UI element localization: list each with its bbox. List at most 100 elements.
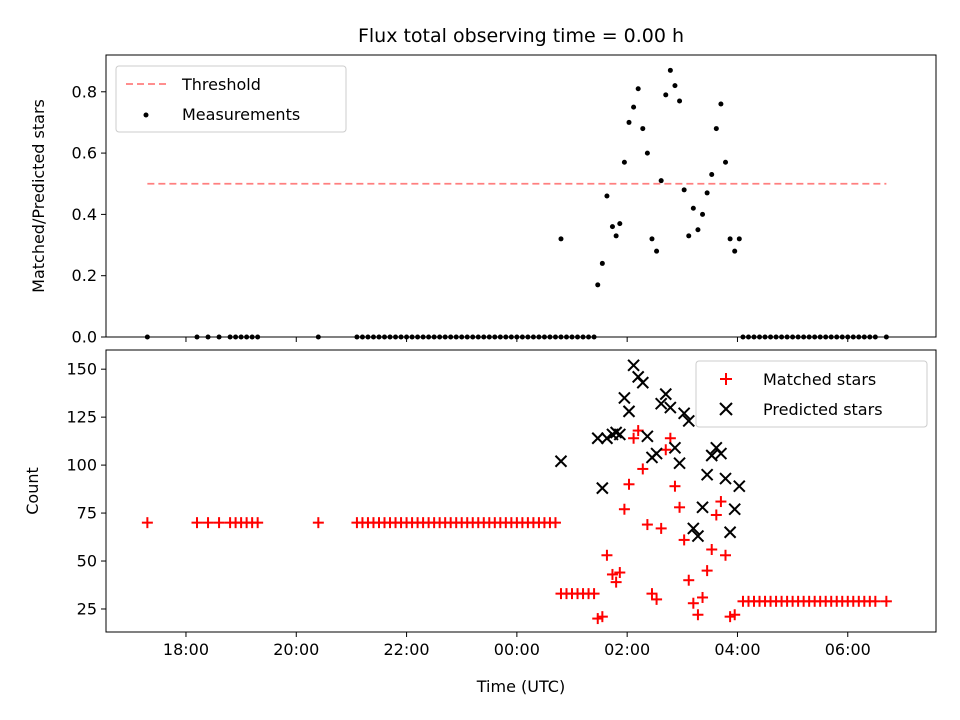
count-x-ticks: 18:00 20:00 22:00 00:00 02:00 04:00 06:00 bbox=[163, 632, 871, 659]
measurement-point bbox=[663, 92, 669, 98]
y-tick-label: 0.8 bbox=[72, 82, 97, 101]
matched-star-marker bbox=[660, 444, 672, 456]
ratio-y-axis-label: Matched/Predicted stars bbox=[29, 99, 48, 293]
count-plot-frame bbox=[105, 349, 937, 633]
measurement-point bbox=[626, 119, 632, 125]
predicted-star-marker bbox=[705, 449, 718, 462]
count-y-ticks: 25 50 75 100 125 150 bbox=[66, 360, 106, 618]
predicted-star-marker bbox=[596, 481, 609, 495]
matched-star-marker bbox=[588, 588, 600, 600]
measurement-point bbox=[727, 236, 733, 242]
predicted-star-marker bbox=[696, 501, 709, 514]
threshold-legend-label: Threshold bbox=[181, 75, 261, 94]
predicted-star-marker bbox=[659, 387, 672, 401]
ratio-plot-frame bbox=[105, 54, 937, 338]
predicted-star-marker bbox=[664, 401, 677, 414]
measurement-point bbox=[649, 236, 655, 242]
count-y-axis-label: Count bbox=[23, 467, 42, 515]
count-legend-box bbox=[695, 360, 928, 428]
matched-star-marker bbox=[641, 519, 653, 531]
measurement-point bbox=[704, 190, 710, 196]
measurement-point bbox=[686, 233, 692, 239]
matched-star-marker bbox=[683, 574, 695, 586]
x-tick-label: 00:00 bbox=[494, 640, 540, 659]
ratio-y-ticks: 0.0 0.2 0.4 0.6 0.8 bbox=[72, 82, 106, 347]
matched-legend-label: Matched stars bbox=[763, 370, 876, 389]
matched-star-marker bbox=[623, 478, 635, 490]
y-tick-label: 0.2 bbox=[72, 266, 97, 285]
y-tick-label: 100 bbox=[66, 456, 97, 475]
measurement-point bbox=[677, 98, 683, 104]
predicted-star-marker bbox=[673, 456, 686, 470]
measurement-point bbox=[604, 193, 610, 199]
predicted-star-marker bbox=[714, 447, 728, 460]
measurement-point bbox=[732, 248, 738, 254]
matched-star-marker bbox=[697, 591, 709, 603]
predicted-star-marker bbox=[613, 428, 627, 441]
predicted-star-marker bbox=[677, 407, 691, 420]
count-panel: 25 50 75 100 125 150 18:00 20:00 22:00 00:00 02:0… bbox=[23, 349, 937, 696]
y-tick-label: 50 bbox=[77, 552, 97, 571]
x-axis-label: Time (UTC) bbox=[476, 677, 565, 696]
matched-star-marker bbox=[312, 517, 324, 529]
matched-star-marker bbox=[614, 567, 626, 579]
predicted-star-marker bbox=[687, 522, 700, 535]
measurement-point bbox=[723, 159, 729, 165]
predicted-star-marker bbox=[668, 441, 682, 455]
matched-star-marker bbox=[632, 425, 644, 437]
matched-star-marker bbox=[618, 503, 630, 515]
matched-star-marker bbox=[710, 509, 722, 521]
predicted-star-marker bbox=[728, 503, 741, 516]
predicted-star-marker bbox=[723, 526, 737, 539]
measurement-point bbox=[658, 178, 664, 184]
matched-star-marker bbox=[601, 549, 613, 561]
matched-star-marker bbox=[869, 595, 881, 607]
y-tick-label: 75 bbox=[77, 504, 97, 523]
measurement-point bbox=[595, 282, 601, 288]
matched-star-marker bbox=[252, 517, 264, 529]
matched-star-marker bbox=[701, 565, 713, 577]
matched-star-marker bbox=[549, 517, 561, 529]
measurement-point bbox=[617, 221, 623, 227]
measurement-point bbox=[640, 126, 646, 132]
measurement-point bbox=[713, 126, 719, 132]
matched-star-marker bbox=[651, 593, 663, 605]
x-tick-label: 04:00 bbox=[714, 640, 760, 659]
measurement-point bbox=[690, 205, 696, 211]
matched-star-marker bbox=[646, 588, 658, 600]
matched-star-marker bbox=[720, 549, 732, 561]
y-tick-label: 0.4 bbox=[72, 205, 97, 224]
measurement-point bbox=[681, 187, 687, 193]
x-tick-label: 06:00 bbox=[825, 640, 871, 659]
measurement-point bbox=[718, 101, 724, 107]
matched-star-marker bbox=[655, 522, 667, 534]
matched-stars-points bbox=[141, 425, 892, 625]
x-tick-label: 18:00 bbox=[163, 640, 209, 659]
measurement-point bbox=[654, 248, 660, 254]
y-tick-label: 0.0 bbox=[72, 328, 97, 347]
y-tick-label: 25 bbox=[77, 599, 97, 618]
predicted-star-marker bbox=[600, 432, 614, 445]
count-legend: Matched stars Predicted stars bbox=[695, 360, 928, 428]
x-tick-label: 20:00 bbox=[273, 640, 319, 659]
predicted-star-marker bbox=[554, 455, 568, 468]
y-tick-label: 0.6 bbox=[72, 144, 97, 163]
ratio-panel: 0.00.20.40.60.8 Matched/Predicted stars … bbox=[29, 54, 937, 347]
measurement-point bbox=[672, 83, 678, 89]
ratio-legend-box bbox=[115, 65, 347, 133]
measurement-point bbox=[621, 159, 627, 165]
predicted-star-marker bbox=[650, 447, 663, 460]
matched-star-marker bbox=[202, 517, 214, 529]
predicted-star-marker bbox=[654, 397, 668, 410]
matched-star-marker bbox=[141, 517, 153, 529]
predicted-star-marker bbox=[627, 359, 640, 372]
measurement-point bbox=[644, 150, 650, 156]
y-tick-label: 150 bbox=[66, 360, 97, 379]
matched-star-marker bbox=[715, 496, 727, 508]
measurement-point bbox=[695, 227, 701, 233]
predicted-star-marker bbox=[618, 391, 631, 405]
predicted-stars-points bbox=[554, 359, 746, 543]
matched-star-marker bbox=[706, 544, 718, 556]
x-tick-label: 02:00 bbox=[604, 640, 650, 659]
predicted-star-marker bbox=[691, 529, 705, 543]
